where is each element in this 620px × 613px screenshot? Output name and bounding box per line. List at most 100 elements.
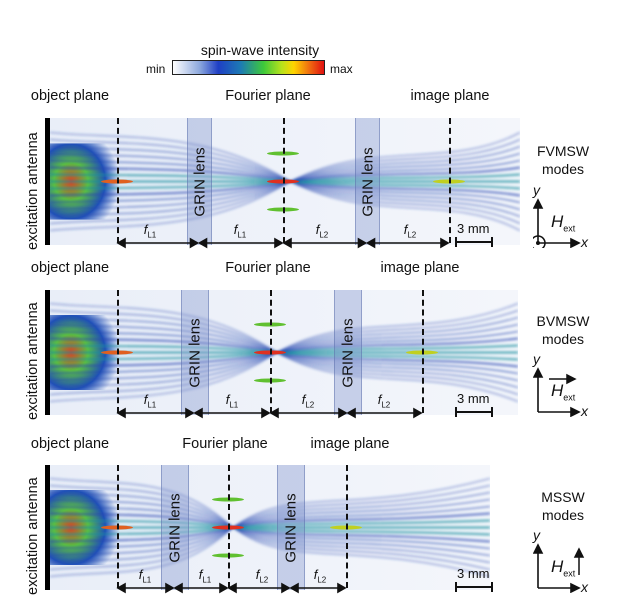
grin-lens-label: GRIN lens [186, 317, 204, 388]
axis-arrows [532, 367, 581, 418]
wave-pattern [50, 465, 490, 590]
wave-pattern [50, 290, 518, 415]
mode-name: BVMSW [536, 313, 590, 329]
field-label: Hext [551, 212, 575, 233]
object-plane-label: object plane [30, 88, 110, 104]
focal-length-label: fL2 [378, 392, 391, 410]
focal-subscript: L1 [202, 575, 212, 585]
field-symbol: H [551, 212, 564, 231]
scale-bar-label: 3 mm [457, 566, 490, 581]
focal-length-arrow [227, 582, 291, 594]
grin-lens-label: GRIN lens [359, 146, 376, 217]
grin-lens-1: GRIN lens [161, 465, 189, 590]
focal-length-arrows [116, 237, 450, 249]
focal-length-arrow [116, 582, 175, 594]
mode-suffix: modes [541, 331, 585, 347]
field-label: Hext [551, 381, 575, 402]
grin-lens-1: GRIN lens [187, 118, 212, 245]
excitation-antenna-label: excitation antenna [25, 477, 41, 595]
scale-bar-label: 3 mm [457, 391, 490, 406]
axis-y-label: y [533, 527, 540, 543]
image-plane-label: image plane [380, 260, 460, 276]
focal-symbol: f [225, 392, 230, 407]
focal-length-arrow [346, 407, 423, 419]
fourier-plane-line [283, 118, 285, 243]
mode-label: BVMSW modes [528, 312, 598, 348]
focal-symbol: f [143, 222, 148, 237]
colorbar-max-label: max [330, 62, 353, 76]
grin-lens-label: GRIN lens [166, 492, 184, 563]
colorbar-title: spin-wave intensity [200, 42, 320, 58]
focal-subscript: L2 [317, 575, 327, 585]
focal-subscript: L1 [147, 400, 157, 410]
object-plane-label: object plane [30, 436, 110, 452]
focal-symbol: f [138, 567, 143, 582]
grin-lens-label: GRIN lens [191, 146, 208, 217]
grin-lens-2: GRIN lens [277, 465, 305, 590]
scale-bar-label: 3 mm [457, 221, 490, 236]
excitation-antenna-label: excitation antenna [25, 302, 41, 420]
focal-length-arrow [116, 237, 200, 249]
focal-symbol: f [377, 392, 382, 407]
focal-subscript: L2 [319, 230, 329, 240]
focal-length-label: fL2 [404, 222, 417, 240]
focal-subscript: L2 [381, 400, 391, 410]
image-plane-line [449, 118, 451, 243]
axis-x-label: x [581, 234, 588, 250]
grin-lens-label: GRIN lens [339, 317, 357, 388]
excitation-antenna [45, 118, 50, 245]
field-label: Hext [551, 557, 575, 578]
focal-length-label: fL1 [139, 567, 152, 585]
axis-arrows [532, 543, 581, 594]
grin-lens-2: GRIN lens [334, 290, 362, 415]
coordinate-axes: y x Hext [530, 182, 603, 251]
focal-subscript: L1 [237, 230, 247, 240]
focal-length-label: fL1 [226, 392, 239, 410]
axis-arrows [532, 198, 581, 249]
field-direction-arrow [549, 373, 577, 385]
axis-x-label: x [581, 579, 588, 595]
focal-subscript: L1 [147, 230, 157, 240]
object-plane-line [117, 118, 119, 243]
fourier-plane-label: Fourier plane [182, 436, 268, 452]
focal-subscript: L1 [229, 400, 239, 410]
image-plane-line [422, 290, 424, 413]
focal-symbol: f [233, 222, 238, 237]
mode-name: FVMSW [536, 143, 590, 159]
image-plane-label: image plane [310, 436, 390, 452]
focal-length-label: fL2 [302, 392, 315, 410]
focal-length-label: fL1 [144, 222, 157, 240]
colorbar-min-label: min [146, 62, 166, 76]
fourier-plane-label: Fourier plane [225, 260, 311, 276]
focal-symbol: f [198, 567, 203, 582]
focal-length-arrow [193, 407, 271, 419]
focal-subscript: L1 [142, 575, 152, 585]
image-plane-label: image plane [410, 88, 490, 104]
field-symbol: H [551, 381, 564, 400]
focal-subscript: L2 [305, 400, 315, 410]
focal-length-label: fL2 [256, 567, 269, 585]
object-plane-line [117, 290, 119, 413]
focal-length-arrow [365, 237, 450, 249]
focal-symbol: f [313, 567, 318, 582]
focal-length-arrows [116, 582, 347, 594]
colorbar [172, 60, 325, 75]
focal-subscript: L2 [407, 230, 417, 240]
spin-wave-intensity-map [50, 465, 490, 590]
grin-lens-label: GRIN lens [282, 492, 300, 563]
scale-bar [455, 237, 493, 247]
focal-symbol: f [301, 392, 306, 407]
fourier-plane-line [228, 465, 230, 588]
focal-length-label: fL2 [316, 222, 329, 240]
focal-symbol: f [315, 222, 320, 237]
image-plane-line [346, 465, 348, 588]
object-plane-label: object plane [30, 260, 110, 276]
focal-length-arrow [116, 407, 195, 419]
focal-symbol: f [143, 392, 148, 407]
fourier-plane-label: Fourier plane [225, 88, 311, 104]
coordinate-axes: y x Hext [532, 351, 603, 419]
focal-length-label: fL1 [199, 567, 212, 585]
coordinate-axes: y x Hext [532, 527, 603, 595]
focal-length-arrow [197, 237, 284, 249]
focal-symbol: f [403, 222, 408, 237]
